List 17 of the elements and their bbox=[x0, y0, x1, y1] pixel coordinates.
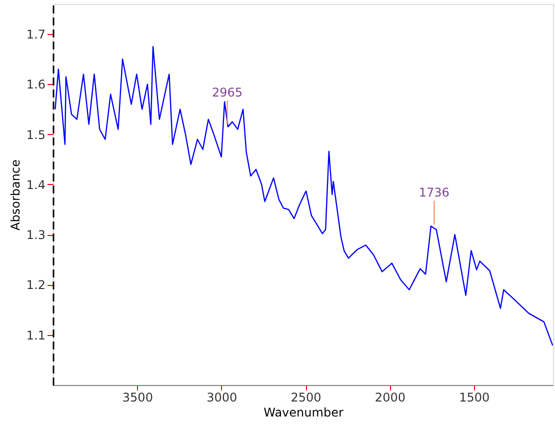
annotation: 1736 bbox=[418, 186, 450, 200]
x-axis-title: Wavenumber bbox=[264, 406, 344, 420]
x-tick-label: 3500 bbox=[122, 390, 153, 404]
x-tick-label: 2500 bbox=[290, 390, 322, 404]
annotation: 2965 bbox=[212, 85, 243, 100]
x-tick-label: 3000 bbox=[206, 390, 238, 404]
x-tick-label: 1500 bbox=[459, 390, 490, 404]
y-tick-label: 1.5 bbox=[26, 128, 46, 142]
y-tick-label: 1.6 bbox=[26, 78, 46, 92]
y-tick-label: 1.2 bbox=[26, 278, 46, 292]
line-series bbox=[54, 46, 553, 346]
y-axis-title: Absorbance bbox=[8, 160, 22, 230]
y-tick-label: 1.4 bbox=[26, 178, 46, 192]
y-tick-label: 1.7 bbox=[26, 28, 46, 42]
y-tick-label: 1.3 bbox=[26, 228, 46, 242]
y-tick-label: 1.1 bbox=[26, 328, 46, 342]
x-tick-label: 2000 bbox=[374, 390, 406, 404]
